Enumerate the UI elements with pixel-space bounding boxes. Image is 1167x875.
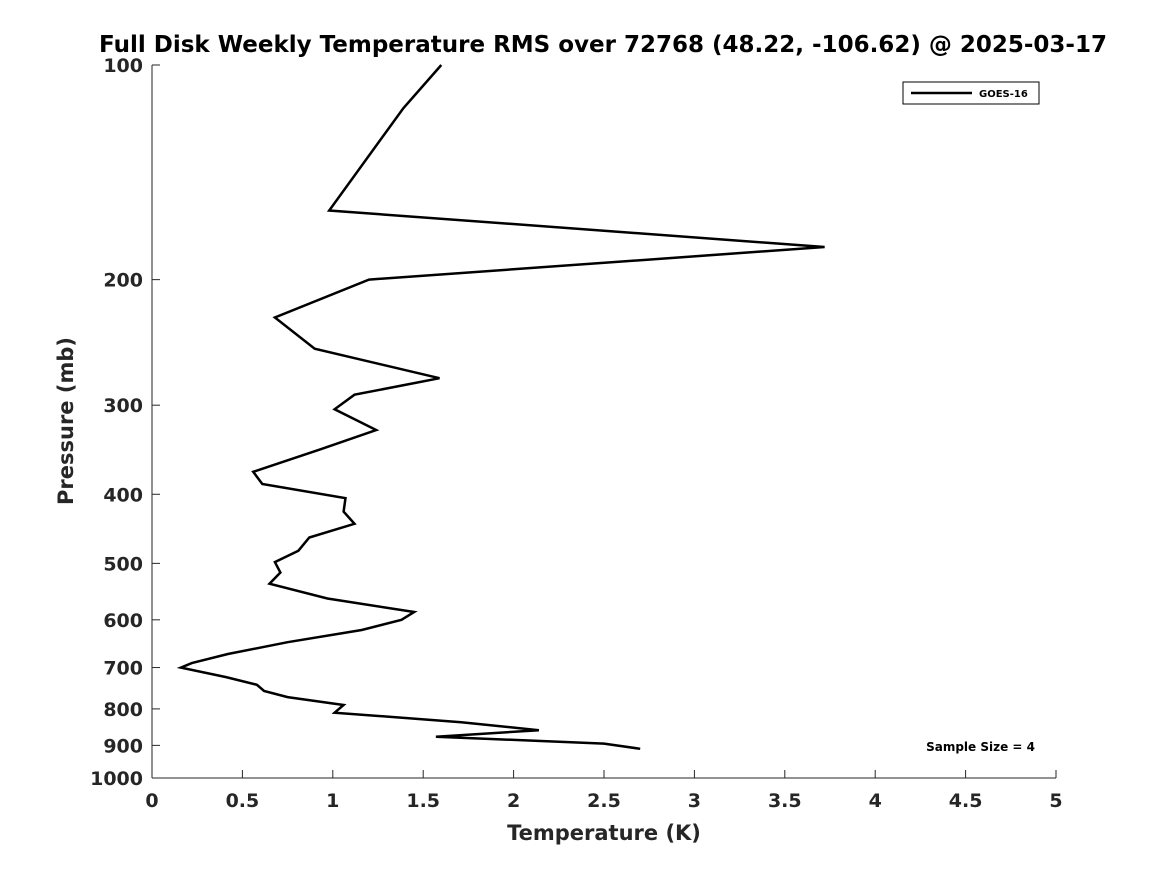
y-tick-label: 700 bbox=[103, 658, 143, 680]
x-tick-label: 2.5 bbox=[587, 790, 621, 812]
y-tick-label: 400 bbox=[103, 484, 143, 506]
x-tick-label: 1.5 bbox=[406, 790, 440, 812]
y-tick-label: 100 bbox=[103, 55, 143, 77]
y-tick-label: 200 bbox=[103, 270, 143, 292]
y-tick-label: 1000 bbox=[90, 768, 143, 790]
series-group bbox=[176, 64, 825, 751]
y-tick-label: 800 bbox=[103, 699, 143, 721]
x-tick-label: 5 bbox=[1049, 790, 1062, 812]
y-tick-label: 600 bbox=[103, 610, 143, 632]
y-tick-group: 100 200 300 400 500 600 700 800 900 1000 bbox=[90, 55, 160, 790]
sample-size-annotation: Sample Size = 4 bbox=[926, 740, 1035, 754]
x-tick-label: 3 bbox=[688, 790, 701, 812]
y-tick-label: 300 bbox=[103, 395, 143, 417]
y-axis-label: Pressure (mb) bbox=[54, 337, 78, 505]
x-tick-label: 2 bbox=[507, 790, 520, 812]
y-axis: 100 200 300 400 500 600 700 800 900 1000 bbox=[90, 55, 160, 790]
x-axis-label: Temperature (K) bbox=[507, 821, 701, 845]
x-tick-label: 1 bbox=[326, 790, 339, 812]
chart-title: Full Disk Weekly Temperature RMS over 72… bbox=[99, 32, 1107, 58]
legend: GOES-16 bbox=[902, 81, 1040, 105]
x-tick-label: 0.5 bbox=[226, 790, 260, 812]
y-tick-label: 900 bbox=[103, 735, 143, 757]
x-tick-label: 0 bbox=[145, 790, 158, 812]
series-line-goes-16 bbox=[176, 64, 825, 751]
x-tick-label: 3.5 bbox=[768, 790, 802, 812]
legend-label-goes-16: GOES-16 bbox=[979, 89, 1028, 100]
x-tick-label: 4 bbox=[869, 790, 882, 812]
x-tick-group: 0 0.5 1 1.5 2 2.5 3 3.5 4 4.5 5 bbox=[145, 770, 1063, 812]
x-axis: 0 0.5 1 1.5 2 2.5 3 3.5 4 4.5 5 bbox=[145, 770, 1063, 812]
x-tick-label: 4.5 bbox=[949, 790, 983, 812]
y-tick-label: 500 bbox=[103, 553, 143, 575]
